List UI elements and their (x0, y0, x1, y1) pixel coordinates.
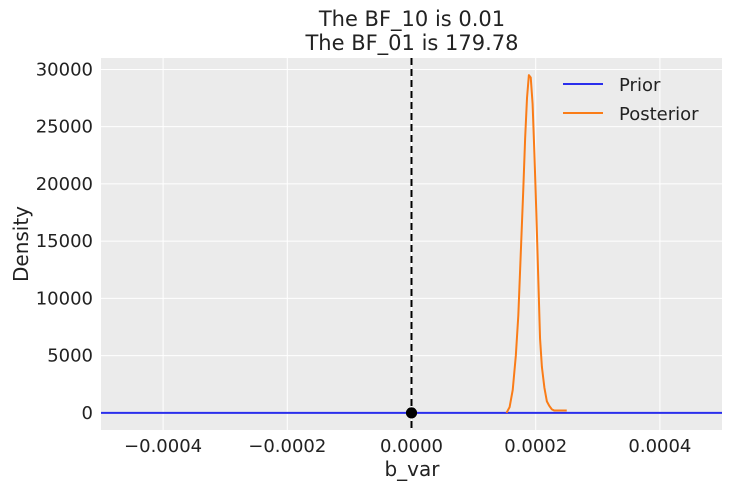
x-tick-label: −0.0002 (248, 436, 326, 457)
y-tick-label: 5000 (47, 346, 93, 367)
legend-label-posterior: Posterior (619, 104, 699, 125)
series-layer (101, 58, 722, 430)
x-tick-label: −0.0004 (124, 436, 202, 457)
y-axis-label: Density (9, 206, 33, 282)
x-tick-label: 0.0000 (380, 436, 443, 457)
x-axis-label: b_var (384, 457, 440, 481)
x-tick-labels: −0.0004 −0.0002 0.0000 0.0002 0.0004 (124, 436, 691, 457)
y-tick-label: 15000 (36, 231, 93, 252)
legend: Prior Posterior (563, 75, 699, 125)
x-tick-label: 0.0002 (504, 436, 567, 457)
chart-title-line-2: The BF_01 is 179.78 (304, 31, 518, 56)
y-tick-label: 25000 (36, 117, 93, 138)
y-tick-label: 10000 (36, 288, 93, 309)
y-tick-label: 20000 (36, 174, 93, 195)
y-tick-labels: 0 5000 10000 15000 20000 25000 30000 (36, 59, 93, 423)
y-tick-label: 30000 (36, 59, 93, 80)
bf-point-marker (406, 407, 417, 419)
legend-label-prior: Prior (619, 75, 661, 96)
x-tick-label: 0.0004 (628, 436, 691, 457)
chart-title-line-1: The BF_10 is 0.01 (318, 7, 505, 32)
y-tick-label: 0 (82, 403, 93, 424)
series-line-posterior (505, 74, 567, 414)
